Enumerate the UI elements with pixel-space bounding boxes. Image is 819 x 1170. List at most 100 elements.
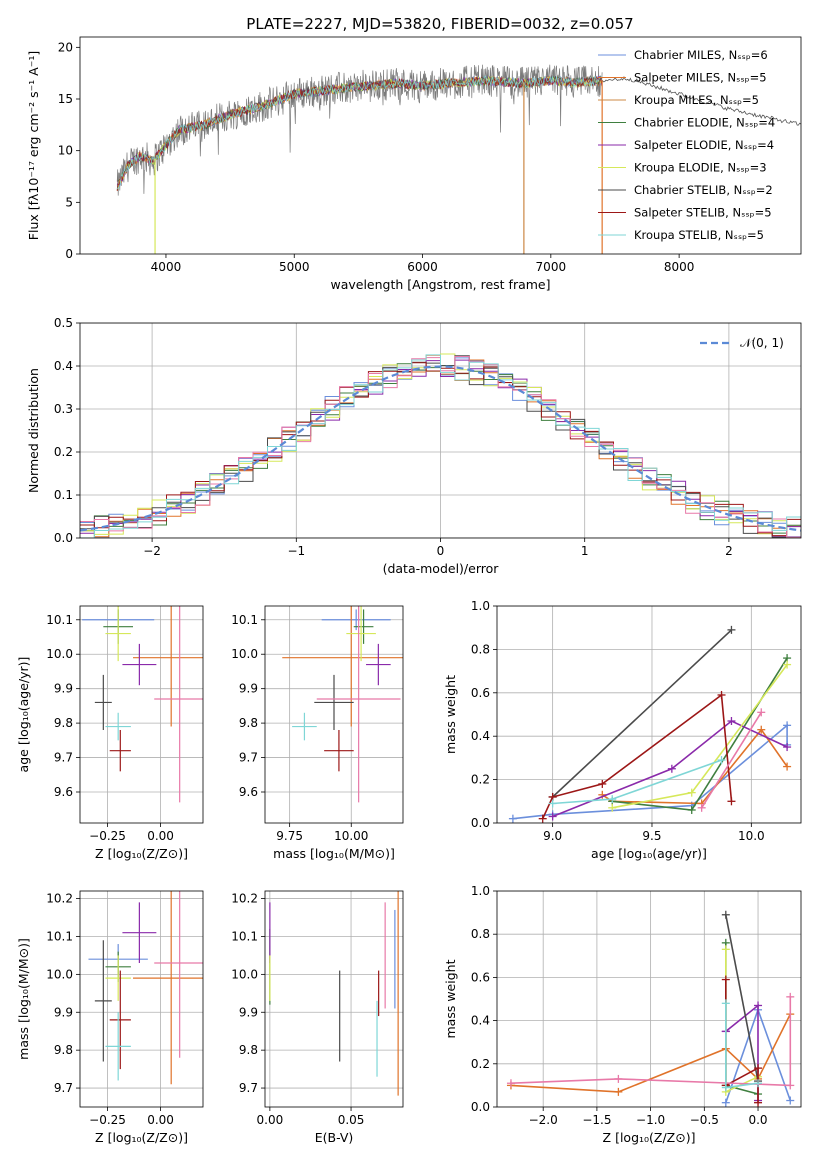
x-axis-label: mass [log₁₀(M/M⊙)] [273,846,395,861]
y-tick-label: 0.0 [471,1100,490,1114]
x-tick-label: 1 [581,544,589,558]
y-tick-label: 9.9 [54,1005,73,1019]
y-tick-label: 0.2 [471,1057,490,1071]
x-axis-label: Z [log₁₀(Z/Z⊙)] [603,1130,696,1145]
axes-frame [264,890,404,1108]
x-tick-label: 0.00 [147,829,174,843]
x-tick-label: −0.25 [89,1113,126,1127]
y-tick-label: 9.8 [239,716,258,730]
y-tick-label: 0.4 [471,729,490,743]
spectrum-extension-line [601,75,801,126]
y-tick-label: 9.8 [54,1043,73,1057]
y-tick-label: 9.6 [54,785,73,799]
x-axis-label: E(B-V) [315,1130,354,1145]
y-tick-label: 20 [58,40,73,54]
histogram-step [80,354,801,538]
x-tick-label: 10.00 [334,829,368,843]
panel-mass-vs-Z: −0.25 0.00 9.7 9.8 9.9 10.0 10.1 10.2 Z [log₁₀(Z… [16,890,204,1145]
y-tick-label: 0.6 [471,686,490,700]
y-tick-label: 0.4 [54,359,73,373]
weight-series-line [552,759,722,805]
axes-frame [496,890,802,1108]
plot-area [497,891,801,1107]
weight-series-line [510,996,792,1087]
y-tick-label: 10.1 [231,613,258,627]
x-tick-label: 7000 [536,260,567,274]
plot-area [80,891,203,1107]
y-tick-label: 0.5 [54,316,73,330]
x-tick-label: 0.05 [338,1113,365,1127]
x-tick-label: 6000 [407,260,438,274]
x-tick-label: 9.0 [543,829,562,843]
y-tick-label: 0 [65,247,73,261]
y-tick-label: 9.6 [239,785,258,799]
axes-frame [496,605,802,824]
legend-label: Salpeter STELIB, Nₛₛₚ=5 [634,206,772,220]
x-tick-label: 0.00 [257,1113,284,1127]
y-tick-label: 0.3 [54,402,73,416]
y-tick-label: 10.2 [231,892,258,906]
x-tick-label: −2.0 [529,1113,558,1127]
y-axis-label: age [log₁₀(age/yr)] [16,657,31,773]
y-tick-label: 10.0 [231,967,258,981]
y-axis-label: Normed distribution [26,368,41,493]
x-tick-label: −1 [287,544,305,558]
y-tick-label: 0.8 [471,642,490,656]
legend-label: Chabrier MILES, Nₛₛₚ=6 [634,48,768,62]
spectrum-model-line [116,74,602,191]
x-tick-label: 0.00 [147,1113,174,1127]
panel-residuals: −2 −1 0 1 2 0.0 0.1 0.2 0.3 0.4 0.5 (data-model)/er… [26,316,802,576]
y-tick-label: 10.1 [46,613,73,627]
y-tick-label: 9.7 [54,1081,73,1095]
x-tick-label: 10.0 [738,829,765,843]
plot-area [265,606,403,823]
weight-series-line [552,720,788,818]
x-axis-label: wavelength [Angstrom, rest frame] [330,277,550,292]
y-tick-label: 10 [58,144,73,158]
normal-curve [80,365,801,532]
y-axis-label: mass [log₁₀(M/M⊙)] [16,938,31,1060]
y-axis-label: mass weight [443,959,458,1038]
panel-age-vs-mass: 9.75 10.00 9.6 9.7 9.8 9.9 10.0 10.1 mass [log₁₀… [231,605,404,861]
y-tick-label: 0.2 [471,773,490,787]
axes-frame [79,890,204,1108]
y-tick-label: 0.4 [471,1014,490,1028]
y-tick-label: 0.8 [471,927,490,941]
y-tick-label: 9.9 [239,1005,258,1019]
legend-label: Chabrier STELIB, Nₛₛₚ=2 [634,183,773,197]
axes-frame [264,605,404,824]
x-axis-label: (data-model)/error [383,561,500,576]
legend-label: Salpeter MILES, Nₛₛₚ=5 [634,71,767,85]
y-tick-label: 0.2 [54,445,73,459]
axes-frame [79,605,204,824]
y-tick-label: 10.2 [46,892,73,906]
y-axis-label: mass weight [443,675,458,754]
y-tick-label: 10.1 [46,929,73,943]
y-axis-label: Flux [fλ10⁻¹⁷ erg cm⁻² s⁻¹ A⁻¹] [26,51,41,240]
y-tick-label: 9.7 [54,751,73,765]
x-tick-label: 9.5 [642,829,661,843]
panel-weight-vs-age: 9.0 9.5 10.0 0.0 0.2 0.4 0.6 0.8 1.0 age [log₁₀(a… [443,599,802,861]
x-tick-label: −0.25 [89,829,126,843]
y-tick-label: 9.7 [239,1081,258,1095]
x-tick-label: −2 [143,544,161,558]
y-tick-label: 1.0 [471,884,490,898]
y-tick-label: 9.7 [239,751,258,765]
axes-frame [79,36,802,255]
x-tick-label: −0.5 [690,1113,719,1127]
x-tick-label: 5000 [279,260,310,274]
legend-label: Kroupa ELODIE, Nₛₛₚ=3 [634,161,767,175]
x-tick-label: −1.5 [582,1113,611,1127]
panel-age-vs-Z: −0.25 0.00 9.6 9.7 9.8 9.9 10.0 10.1 Z [log₁₀(Z/… [16,605,204,861]
weight-series-line [552,629,733,798]
plot-area [497,606,801,823]
figure-title: PLATE=2227, MJD=53820, FIBERID=0032, z=0… [246,15,633,33]
y-tick-label: 9.8 [239,1043,258,1057]
y-tick-label: 10.0 [46,647,73,661]
weight-series-line [541,693,733,820]
legend-label: Chabrier ELODIE, Nₛₛₚ=4 [634,116,775,130]
x-tick-label: −1.0 [636,1113,665,1127]
y-tick-label: 0.6 [471,970,490,984]
plot-area [265,891,403,1107]
